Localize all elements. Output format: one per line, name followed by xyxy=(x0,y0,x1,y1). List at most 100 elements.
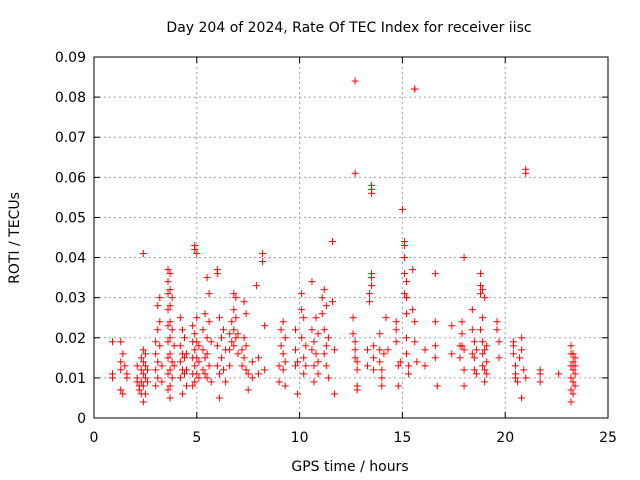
data-point xyxy=(460,366,468,374)
data-point xyxy=(195,358,203,366)
data-point xyxy=(405,370,413,378)
data-point xyxy=(205,362,213,370)
data-point xyxy=(392,338,400,346)
data-point xyxy=(203,334,211,342)
data-point xyxy=(199,366,207,374)
data-point xyxy=(164,354,172,362)
data-point xyxy=(279,366,287,374)
data-point xyxy=(479,338,487,346)
data-point xyxy=(353,366,361,374)
y-tick-label: 0.01 xyxy=(55,371,86,387)
data-point xyxy=(281,382,289,390)
data-point xyxy=(322,342,330,350)
data-point xyxy=(351,354,359,362)
data-point xyxy=(277,326,285,334)
data-point xyxy=(135,386,143,394)
data-point xyxy=(240,298,248,306)
data-point xyxy=(199,346,207,354)
data-point xyxy=(168,326,176,334)
data-point xyxy=(514,378,522,386)
data-point xyxy=(353,358,361,366)
data-point xyxy=(137,366,145,374)
data-point xyxy=(203,374,211,382)
data-point xyxy=(314,370,322,378)
data-point xyxy=(351,169,359,177)
data-point xyxy=(368,274,376,282)
chart-title: Day 204 of 2024, Rate Of TEC Index for r… xyxy=(166,20,531,36)
data-point xyxy=(238,346,246,354)
data-point xyxy=(201,310,209,318)
data-point xyxy=(133,362,141,370)
data-point xyxy=(376,330,384,338)
data-point xyxy=(109,338,117,346)
data-point xyxy=(411,338,419,346)
data-point xyxy=(571,382,579,390)
data-point xyxy=(139,398,147,406)
data-point xyxy=(291,346,299,354)
data-point xyxy=(483,358,491,366)
data-point xyxy=(215,370,223,378)
data-point xyxy=(409,266,417,274)
data-point xyxy=(238,362,246,370)
data-point xyxy=(470,366,478,374)
data-point xyxy=(320,350,328,358)
data-point xyxy=(234,350,242,358)
data-point xyxy=(164,278,172,286)
data-point xyxy=(230,342,238,350)
data-point xyxy=(166,270,174,278)
data-point xyxy=(331,346,339,354)
data-point xyxy=(479,286,487,294)
data-point xyxy=(569,390,577,398)
data-point xyxy=(421,346,429,354)
data-points xyxy=(109,77,579,406)
data-point xyxy=(468,306,476,314)
data-point xyxy=(294,390,302,398)
data-point xyxy=(310,362,318,370)
data-point xyxy=(400,270,408,278)
data-point xyxy=(252,282,260,290)
data-point xyxy=(318,294,326,302)
data-point xyxy=(152,366,160,374)
data-point xyxy=(195,342,203,350)
data-point xyxy=(298,306,306,314)
data-point xyxy=(368,282,376,290)
data-point xyxy=(170,362,178,370)
data-point xyxy=(119,390,127,398)
data-point xyxy=(569,350,577,358)
grid xyxy=(94,57,608,418)
data-point xyxy=(199,326,207,334)
data-point xyxy=(479,350,487,358)
data-point xyxy=(164,322,172,330)
data-point xyxy=(201,370,209,378)
data-point xyxy=(294,358,302,366)
data-point xyxy=(363,362,371,370)
data-point xyxy=(300,314,308,322)
data-point xyxy=(166,302,174,310)
data-point xyxy=(349,314,357,322)
data-point xyxy=(328,238,336,246)
data-point xyxy=(180,354,188,362)
data-point xyxy=(431,270,439,278)
data-point xyxy=(279,350,287,358)
data-point xyxy=(217,354,225,362)
data-point xyxy=(378,366,386,374)
data-point xyxy=(176,342,184,350)
x-tick-label: 10 xyxy=(291,430,309,446)
data-point xyxy=(220,366,228,374)
data-point xyxy=(520,366,528,374)
data-point xyxy=(139,382,147,390)
data-point xyxy=(477,290,485,298)
data-point xyxy=(156,318,164,326)
data-point xyxy=(366,290,374,298)
data-point xyxy=(164,306,172,314)
data-point xyxy=(154,358,162,366)
data-point xyxy=(109,374,117,382)
data-point xyxy=(201,354,209,362)
data-point xyxy=(363,346,371,354)
data-point xyxy=(308,346,316,354)
data-point xyxy=(370,354,378,362)
data-point xyxy=(403,278,411,286)
data-point xyxy=(139,358,147,366)
data-point xyxy=(215,394,223,402)
